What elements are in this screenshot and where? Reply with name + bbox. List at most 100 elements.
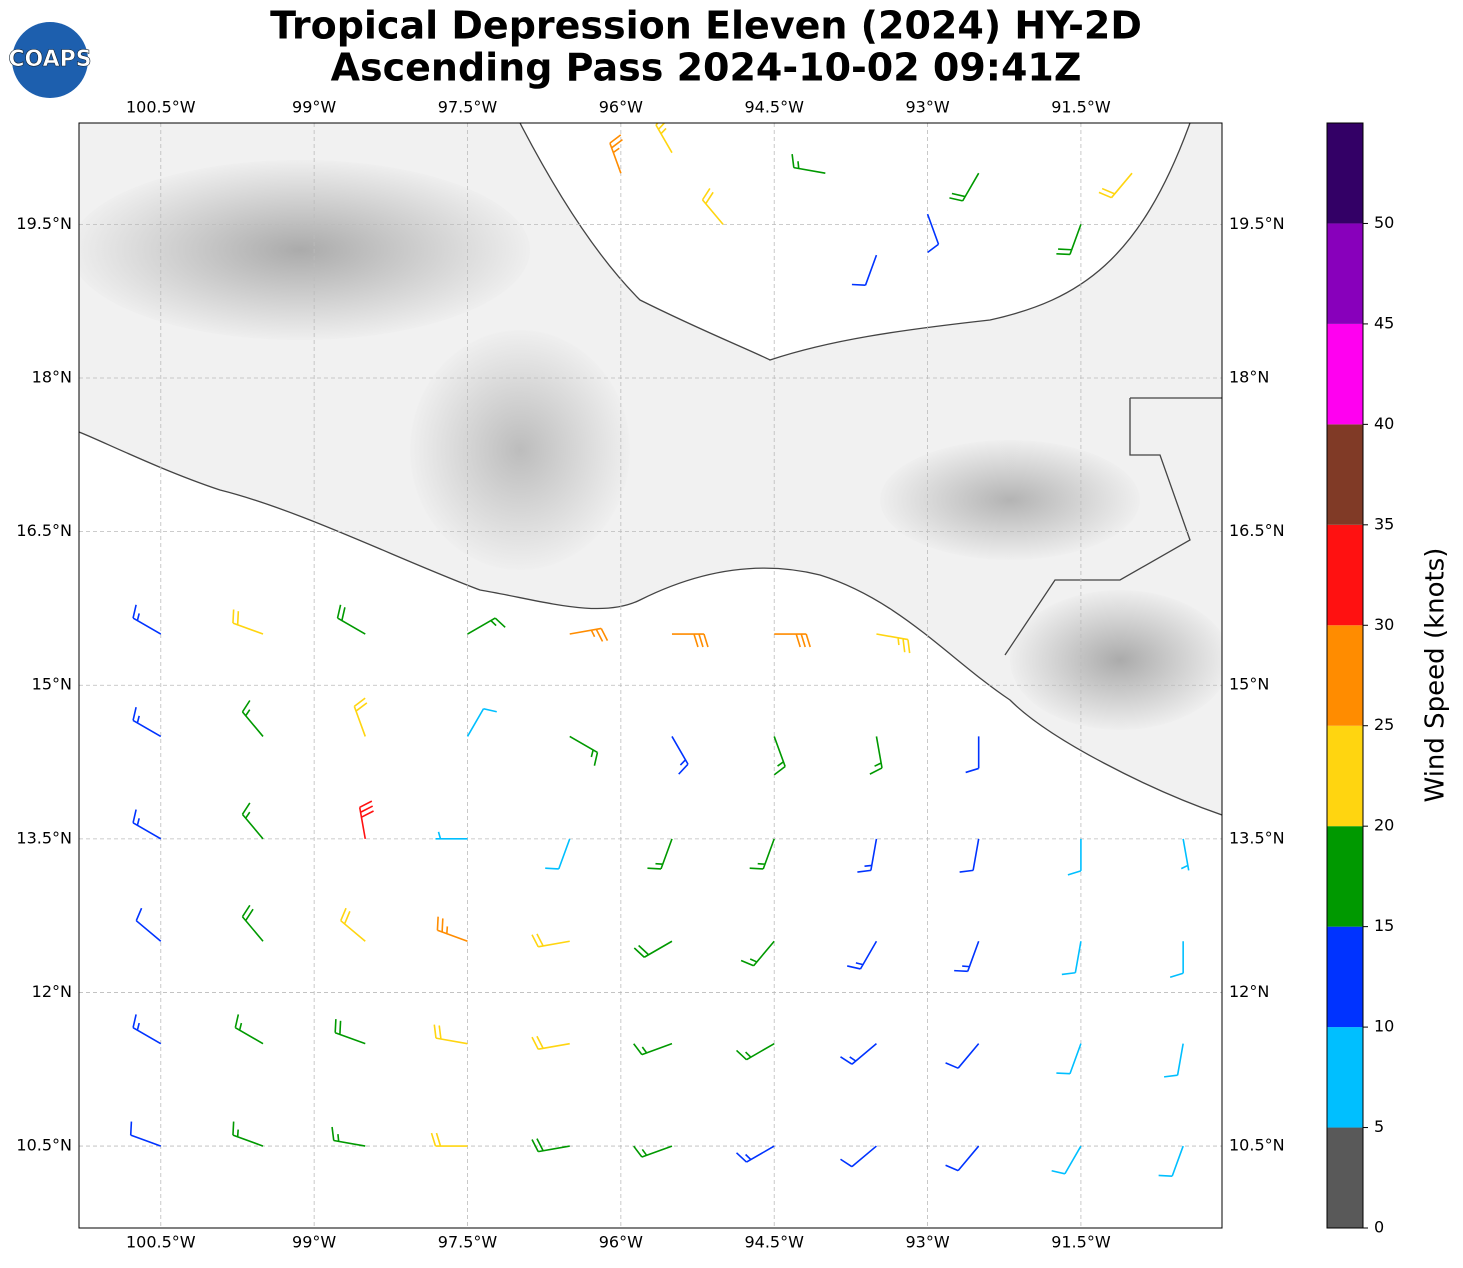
y-tick-label: 12°N — [32, 982, 72, 1001]
wind-barb — [1169, 941, 1184, 979]
wind-barb — [545, 838, 571, 870]
wind-barb — [353, 697, 368, 737]
wind-barb — [633, 940, 673, 958]
x-tick-label: 97.5°W — [438, 1233, 498, 1252]
colorbar-tick-label: 45 — [1374, 313, 1394, 332]
colorbar-bin — [1327, 926, 1363, 1028]
colorbar-tick-label: 20 — [1374, 816, 1394, 835]
y-tick-label: 18°N — [32, 368, 72, 387]
coastline — [79, 123, 1222, 816]
wind-barb — [735, 1042, 775, 1061]
colorbar-bin — [1327, 524, 1363, 626]
y-tick-label: 19.5°N — [16, 214, 72, 233]
wind-barb — [232, 609, 264, 635]
colorbar-tick-label: 50 — [1374, 213, 1394, 232]
wind-barb — [876, 633, 911, 654]
wind-barb — [633, 1042, 673, 1056]
wind-barb — [774, 633, 811, 648]
terrain — [880, 440, 1140, 560]
wind-barb — [1180, 838, 1190, 871]
wind-barb — [132, 706, 162, 738]
colorbar-bin — [1327, 424, 1363, 525]
wind-barb — [1056, 224, 1082, 256]
wind-barb — [701, 188, 724, 225]
x-tick-label: 93°W — [905, 1233, 949, 1252]
wind-barb — [1164, 1043, 1184, 1078]
y-tick-label: 15°N — [32, 675, 72, 694]
wind-barb — [609, 134, 623, 174]
wind-barb — [926, 213, 940, 254]
x-tick-label: 94.5°W — [744, 1233, 804, 1252]
wind-barb — [1098, 172, 1133, 199]
y-tick-label: 16.5°N — [16, 521, 72, 540]
wind-barb — [569, 627, 609, 642]
wind-barb — [241, 802, 264, 840]
wind-barb — [791, 154, 826, 174]
wind-barb — [847, 940, 878, 970]
wind-barb — [430, 1132, 468, 1147]
colorbar-label: Wind Speed (knots) — [1421, 548, 1451, 803]
map-frame — [78, 122, 1223, 1229]
y-tick-label: 19.5°N — [1229, 214, 1285, 233]
colorbar-bin — [1327, 223, 1363, 324]
wind-barb — [531, 933, 570, 948]
wind-barb — [129, 1121, 162, 1147]
x-tick-label: 91.5°W — [1051, 98, 1111, 117]
terrain — [79, 160, 530, 340]
colorbar-tick-label: 15 — [1374, 916, 1394, 935]
wind-barb — [132, 809, 162, 840]
x-tick-label: 91.5°W — [1051, 1233, 1111, 1252]
y-tick-label: 16.5°N — [1229, 521, 1285, 540]
wind-barb — [433, 1024, 468, 1045]
x-tick-label: 99°W — [292, 1233, 336, 1252]
wind-barb — [840, 1043, 877, 1065]
colorbar-tick-label: 35 — [1374, 514, 1394, 533]
wind-barb — [749, 838, 775, 870]
wind-barb — [633, 1145, 673, 1158]
wind-barb — [466, 707, 497, 737]
colorbar-tick-label: 25 — [1374, 715, 1394, 734]
y-tick-label: 12°N — [1229, 982, 1269, 1001]
wind-barb — [334, 1019, 366, 1045]
colorbar-bin — [1327, 725, 1363, 827]
x-tick-label: 97.5°W — [438, 98, 498, 117]
colorbar-bin — [1327, 625, 1363, 726]
x-tick-label: 94.5°W — [744, 98, 804, 117]
wind-barb — [1056, 1043, 1082, 1075]
colorbar-bin — [1327, 1027, 1363, 1128]
colorbar-tick-label: 30 — [1374, 615, 1394, 634]
wind-barb — [655, 123, 673, 154]
x-tick-label: 99°W — [292, 98, 336, 117]
wind-barb — [954, 940, 980, 973]
x-tick-label: 100.5°W — [126, 98, 196, 117]
wind-barb — [959, 838, 980, 873]
x-tick-label: 93°W — [905, 98, 949, 117]
wind-barb — [945, 1043, 980, 1069]
terrain — [1010, 590, 1222, 730]
wind-barb — [735, 1145, 775, 1163]
wind-barb — [1061, 941, 1082, 976]
colorbar-frame — [1326, 122, 1364, 1229]
wind-barb — [671, 633, 709, 648]
terrain — [410, 330, 630, 570]
wind-barb — [840, 1145, 877, 1168]
wind-barb — [965, 736, 980, 774]
wind-barb — [132, 604, 162, 635]
wind-barb — [336, 604, 366, 635]
wind-barb — [436, 916, 468, 943]
wind-barb — [949, 172, 980, 202]
wind-barb — [358, 800, 374, 839]
wind-barb — [1158, 1145, 1184, 1177]
y-tick-label: 18°N — [1229, 368, 1269, 387]
x-tick-label: 96°W — [599, 98, 643, 117]
wind-barb — [132, 1014, 162, 1045]
logo-text: COAPS — [8, 47, 91, 72]
title: Tropical Depression Eleven (2024) HY-2D — [270, 4, 1142, 48]
colorbar-bin — [1327, 323, 1363, 425]
wind-barb — [773, 736, 786, 776]
x-tick-label: 100.5°W — [126, 1233, 196, 1252]
wind-barb — [241, 904, 264, 942]
y-tick-label: 13.5°N — [1229, 828, 1285, 847]
logo-globe — [12, 22, 88, 98]
y-tick-label: 10.5°N — [1229, 1136, 1285, 1155]
